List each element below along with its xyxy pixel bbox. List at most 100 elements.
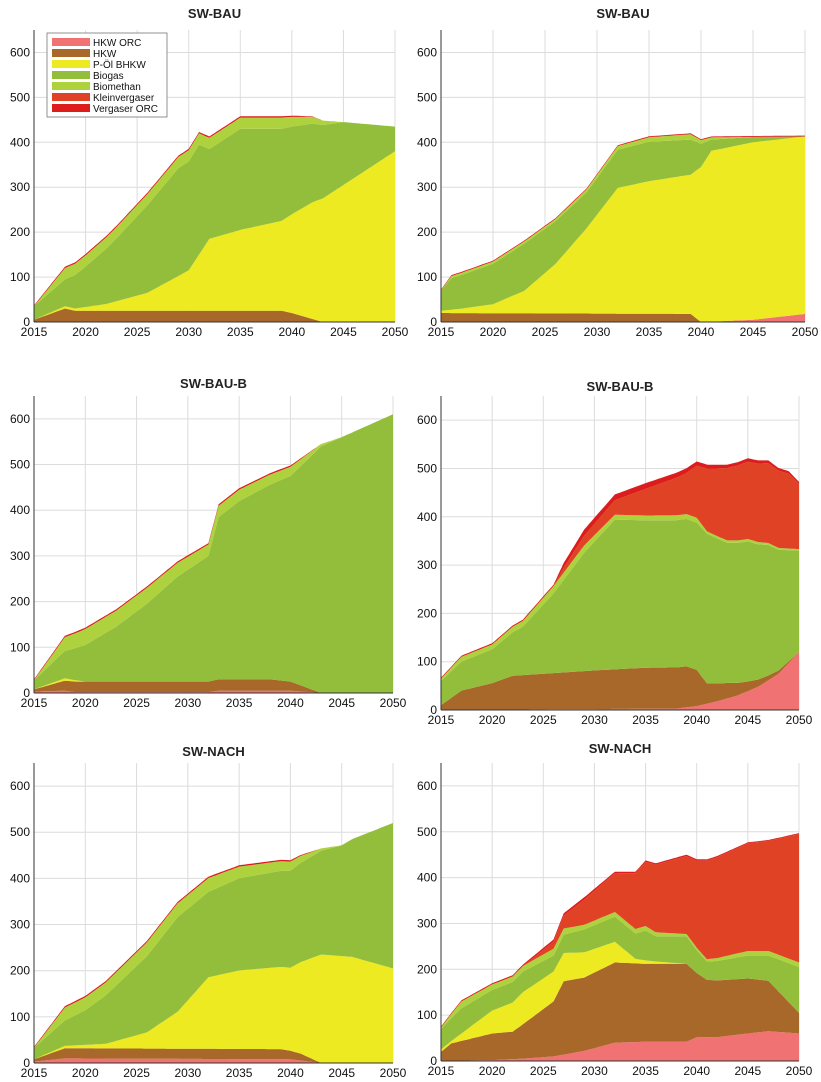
chart-title: SW-NACH	[589, 741, 652, 756]
x-tick-label: 2020	[480, 325, 507, 339]
x-tick-label: 2040	[683, 713, 710, 727]
area-series-kleinvergaser	[441, 834, 799, 1028]
area-series-hkw	[34, 1048, 393, 1063]
legend-entry: Biomethan	[93, 82, 141, 93]
x-tick-label: 2015	[21, 696, 48, 710]
legend-entry: HKW	[93, 49, 117, 60]
x-tick-label: 2045	[330, 325, 357, 339]
area-series-biogas	[34, 122, 395, 320]
y-tick-label: 200	[10, 225, 30, 239]
y-tick-label: 300	[10, 549, 30, 563]
area-series-kleinvergaser	[441, 461, 799, 679]
legend-entry: Biogas	[93, 71, 124, 82]
x-tick-label: 2030	[581, 713, 608, 727]
legend-entry: Kleinvergaser	[93, 93, 155, 104]
chart-title: SW-BAU-B	[180, 376, 247, 391]
x-tick-label: 2015	[21, 325, 48, 339]
area-series-biogas	[441, 518, 799, 706]
chart-title: SW-BAU-B	[587, 379, 654, 394]
y-tick-label: 0	[23, 1056, 30, 1070]
y-tick-label: 300	[10, 180, 30, 194]
y-tick-label: 0	[23, 315, 30, 329]
legend-swatch	[52, 93, 90, 101]
y-tick-label: 600	[10, 779, 30, 793]
y-tick-label: 200	[10, 595, 30, 609]
y-tick-label: 200	[417, 606, 437, 620]
area-series-hkw-orc	[34, 1058, 393, 1063]
legend-swatch	[52, 82, 90, 90]
legend-entry: HKW ORC	[93, 38, 141, 49]
legend-entry: P-Öl BHKW	[93, 59, 146, 71]
area-series-biogas	[34, 823, 393, 1060]
x-tick-label: 2025	[532, 325, 559, 339]
x-tick-label: 2045	[735, 713, 762, 727]
area-series-hkw	[441, 313, 805, 322]
y-tick-label: 500	[417, 825, 437, 839]
y-tick-label: 600	[10, 45, 30, 59]
legend-swatch	[52, 60, 90, 68]
x-tick-label: 2015	[428, 713, 455, 727]
chart-panel: 0 100 200 300 400 500 600 2015 2020 2025 2030 2035 2…	[10, 744, 407, 1080]
area-series-biogas	[441, 916, 799, 1050]
area-series-hkw	[34, 308, 395, 322]
y-tick-label: 200	[10, 964, 30, 978]
y-tick-label: 600	[417, 45, 437, 59]
y-tick-label: 100	[10, 640, 30, 654]
x-tick-label: 2020	[479, 713, 506, 727]
x-tick-label: 2050	[380, 1066, 407, 1080]
x-tick-label: 2045	[735, 1064, 762, 1078]
y-tick-label: 600	[10, 412, 30, 426]
y-tick-label: 0	[23, 686, 30, 700]
area-series-hkw-orc	[441, 1031, 799, 1061]
y-tick-label: 0	[430, 1054, 437, 1068]
x-tick-label: 2050	[380, 696, 407, 710]
y-tick-label: 200	[417, 225, 437, 239]
area-series-hkw	[34, 679, 393, 693]
x-tick-label: 2050	[382, 325, 409, 339]
x-tick-label: 2025	[530, 1064, 557, 1078]
area-series-p-l-bhkw	[34, 678, 393, 693]
area-series-vergaser-orc	[441, 833, 799, 1028]
y-tick-label: 300	[417, 180, 437, 194]
x-tick-label: 2030	[175, 696, 202, 710]
x-tick-label: 2040	[683, 1064, 710, 1078]
x-tick-label: 2020	[72, 325, 99, 339]
y-tick-label: 500	[10, 825, 30, 839]
x-tick-label: 2045	[328, 696, 355, 710]
x-tick-label: 2020	[72, 1066, 99, 1080]
x-tick-label: 2045	[328, 1066, 355, 1080]
chart-panel: 0 100 200 300 400 500 600 2015 2020 2025 2030 2035 2…	[417, 379, 813, 727]
y-tick-label: 300	[417, 558, 437, 572]
x-tick-label: 2035	[226, 1066, 253, 1080]
x-tick-label: 2040	[279, 325, 306, 339]
y-tick-label: 300	[417, 916, 437, 930]
x-tick-label: 2025	[124, 325, 151, 339]
y-tick-label: 100	[10, 1010, 30, 1024]
y-tick-label: 500	[417, 90, 437, 104]
y-tick-label: 400	[417, 871, 437, 885]
y-tick-label: 500	[10, 90, 30, 104]
legend-swatch	[52, 38, 90, 46]
legend-swatch	[52, 104, 90, 112]
x-tick-label: 2040	[277, 696, 304, 710]
x-tick-label: 2015	[428, 325, 455, 339]
x-tick-label: 2035	[632, 713, 659, 727]
area-series-biomethan	[34, 414, 393, 681]
x-tick-label: 2035	[226, 696, 253, 710]
area-series-hkw-orc	[34, 690, 393, 693]
y-tick-label: 300	[10, 918, 30, 932]
y-tick-label: 0	[430, 703, 437, 717]
chart-title: SW-BAU	[596, 6, 649, 21]
area-series-biogas	[34, 414, 393, 693]
x-tick-label: 2025	[123, 696, 150, 710]
y-tick-label: 100	[417, 1008, 437, 1022]
y-tick-label: 600	[417, 779, 437, 793]
y-tick-label: 100	[417, 655, 437, 669]
x-tick-label: 2025	[530, 713, 557, 727]
area-series-hkw	[441, 962, 799, 1061]
area-series-p-l-bhkw	[34, 954, 393, 1063]
x-tick-label: 2030	[175, 325, 202, 339]
y-tick-label: 400	[10, 871, 30, 885]
area-series-biogas	[441, 136, 805, 311]
